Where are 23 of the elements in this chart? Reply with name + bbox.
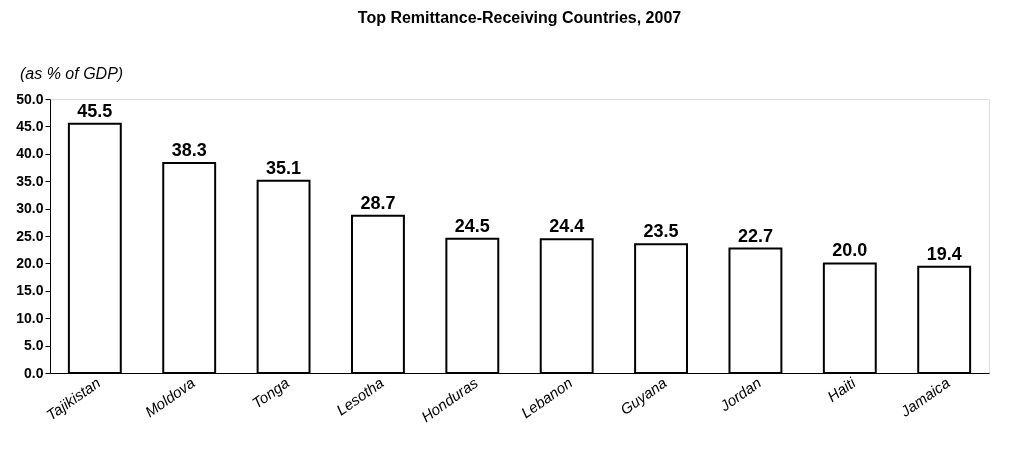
data-label: 45.5 — [77, 100, 113, 121]
y-tick-label: 30.0 — [16, 200, 44, 217]
data-label: 38.3 — [171, 140, 207, 161]
data-label: 23.5 — [643, 221, 679, 242]
data-label: 22.7 — [737, 225, 773, 246]
data-label: 24.4 — [549, 216, 585, 237]
data-label: 35.1 — [266, 157, 302, 178]
data-label: 19.4 — [926, 243, 962, 264]
y-tick-label: 25.0 — [16, 227, 44, 244]
y-tick-label: 50.0 — [16, 90, 44, 107]
y-tick-label: 35.0 — [16, 172, 44, 189]
y-tick-label: 5.0 — [24, 337, 44, 354]
y-tick-label: 45.0 — [16, 117, 44, 134]
data-label: 24.5 — [454, 215, 490, 236]
data-label: 28.7 — [360, 192, 396, 213]
y-tick-label: 20.0 — [16, 254, 44, 271]
data-label: 20.0 — [832, 240, 868, 261]
chart-title: Top Remittance-Receiving Countries, 2007 — [357, 9, 682, 26]
y-tick-label: 10.0 — [16, 309, 44, 326]
chart-subtitle: (as % of GDP) — [20, 65, 124, 82]
y-tick-label: 40.0 — [16, 145, 44, 162]
y-tick-label: 0.0 — [24, 364, 44, 381]
y-tick-label: 15.0 — [16, 282, 44, 299]
